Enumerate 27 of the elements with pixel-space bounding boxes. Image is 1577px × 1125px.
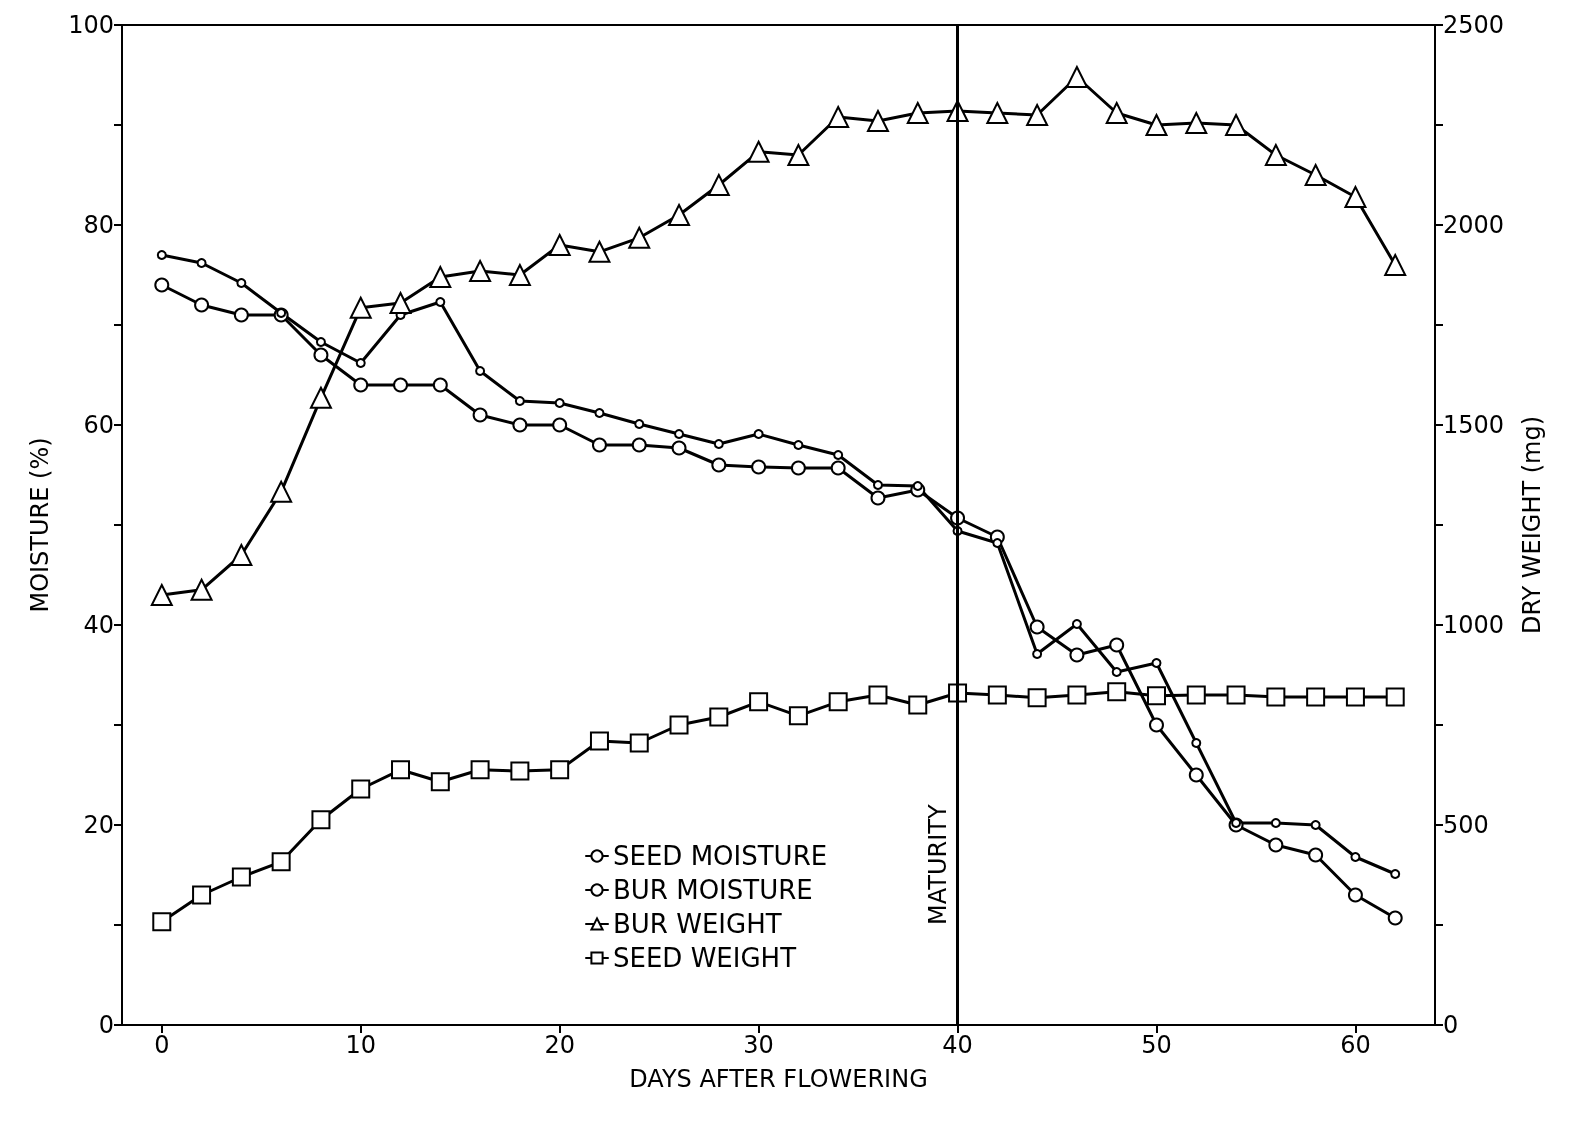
y2-axis-title: DRY WEIGHT (mg) — [1518, 415, 1546, 635]
y2-tick-label: 2000 — [1443, 211, 1505, 239]
y-axis-title: MOISTURE (%) — [26, 437, 54, 613]
x-tick-label: 60 — [1340, 1031, 1371, 1059]
y2-tick-label: 1500 — [1443, 411, 1505, 439]
y2-tick-label: 1000 — [1443, 611, 1505, 639]
y-tick-label: 60 — [83, 411, 114, 439]
x-axis-title: DAYS AFTER FLOWERING — [629, 1065, 928, 1093]
x-tick-label: 10 — [345, 1031, 376, 1059]
x-tick-label: 40 — [942, 1031, 973, 1059]
y2-tick-label: 0 — [1443, 1011, 1459, 1039]
x-tick-label: 20 — [544, 1031, 575, 1059]
y2-tick-label: 2500 — [1443, 11, 1505, 39]
x-tick-label: 30 — [743, 1031, 774, 1059]
legend-label: BUR WEIGHT — [613, 909, 782, 939]
y-tick-label: 0 — [98, 1011, 114, 1039]
legend-label: SEED MOISTURE — [613, 841, 828, 871]
y-tick-label: 40 — [83, 611, 114, 639]
y-tick-label: 20 — [83, 811, 114, 839]
y-tick-label: 100 — [68, 11, 114, 39]
x-tick-label: 0 — [154, 1031, 170, 1059]
y2-tick-label: 500 — [1443, 811, 1489, 839]
ref-line-label: MATURITY — [923, 804, 952, 925]
x-tick-label: 50 — [1141, 1031, 1172, 1059]
legend-label: SEED WEIGHT — [613, 943, 797, 973]
y-tick-label: 80 — [83, 211, 114, 239]
legend-label: BUR MOISTURE — [613, 875, 813, 905]
